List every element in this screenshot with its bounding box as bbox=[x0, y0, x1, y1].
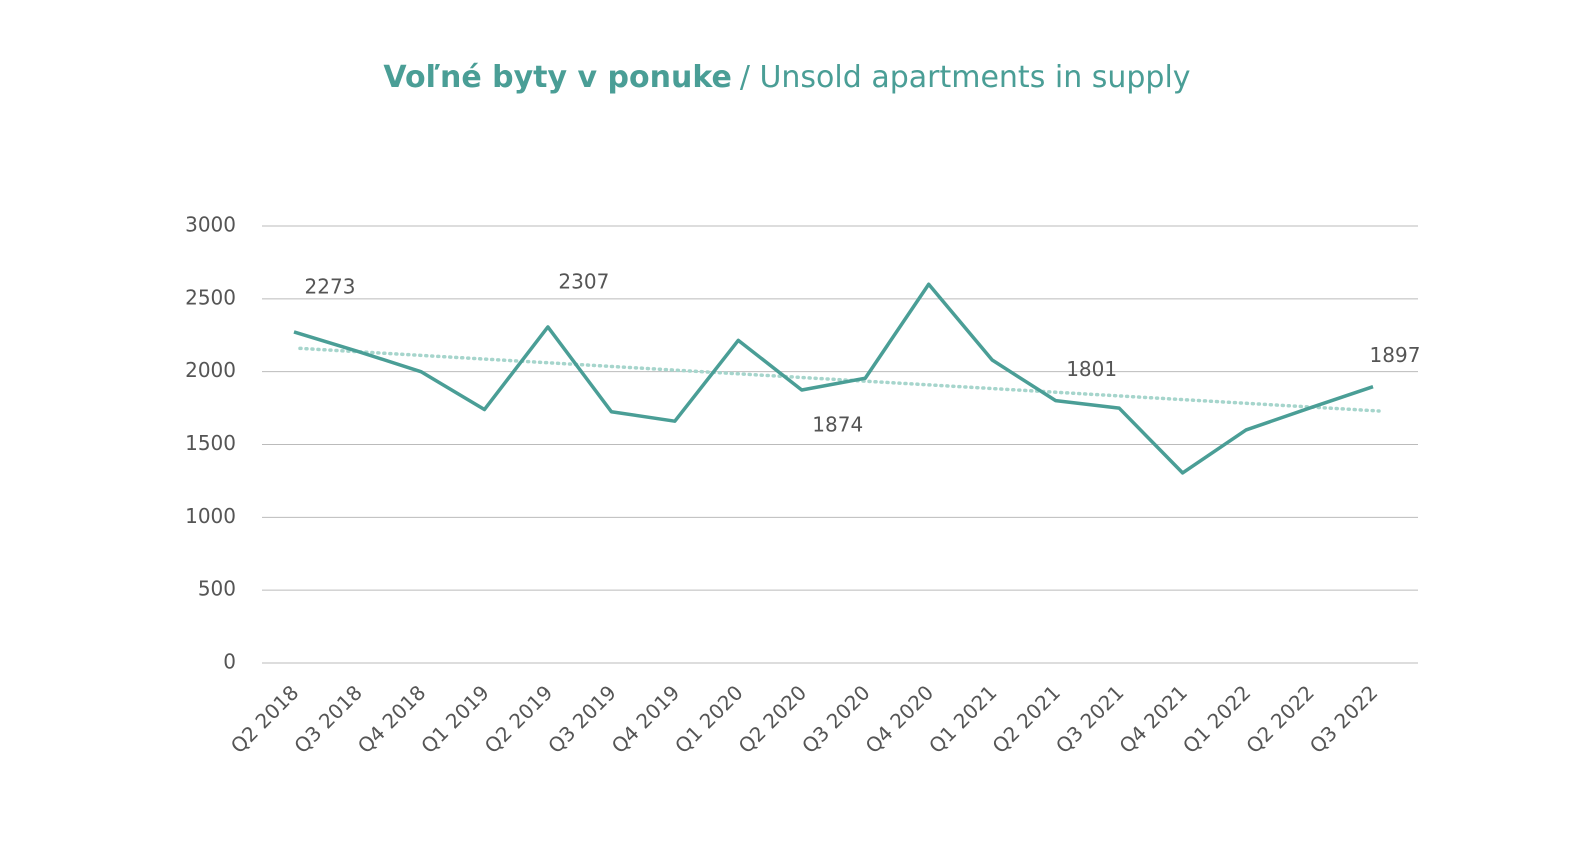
x-tick-label: Q1 2021 bbox=[924, 680, 1002, 758]
x-tick-label: Q4 2020 bbox=[861, 680, 939, 758]
y-tick-label: 500 bbox=[198, 577, 236, 601]
y-tick-label: 0 bbox=[223, 650, 236, 674]
x-tick-label: Q2 2019 bbox=[480, 680, 558, 758]
y-tick-label: 1000 bbox=[185, 504, 236, 528]
x-tick-label: Q2 2018 bbox=[226, 680, 304, 758]
y-tick-label: 1500 bbox=[185, 431, 236, 455]
y-tick-label: 3000 bbox=[185, 213, 236, 237]
x-tick-label: Q1 2019 bbox=[416, 680, 494, 758]
data-label: 1897 bbox=[1370, 343, 1421, 367]
x-tick-label: Q2 2021 bbox=[987, 680, 1065, 758]
x-tick-label: Q3 2022 bbox=[1305, 680, 1383, 758]
data-label: 1801 bbox=[1066, 357, 1117, 381]
x-tick-label: Q3 2021 bbox=[1051, 680, 1129, 758]
data-line bbox=[293, 282, 1374, 475]
data-label: 2273 bbox=[305, 274, 356, 298]
x-tick-label: Q3 2019 bbox=[543, 680, 621, 758]
data-label: 2307 bbox=[558, 269, 609, 293]
title-bold: Voľné byty v ponuke bbox=[383, 60, 731, 95]
chart-title: Voľné byty v ponuke / Unsold apartments i… bbox=[383, 60, 1190, 95]
x-tick-label: Q1 2022 bbox=[1178, 680, 1256, 758]
x-tick-label: Q4 2018 bbox=[353, 680, 431, 758]
y-tick-label: 2500 bbox=[185, 285, 236, 309]
x-tick-label: Q3 2020 bbox=[797, 680, 875, 758]
x-tick-label: Q2 2022 bbox=[1241, 680, 1319, 758]
x-tick-label: Q1 2020 bbox=[670, 680, 748, 758]
x-tick-label: Q3 2018 bbox=[289, 680, 367, 758]
y-tick-label: 2000 bbox=[185, 358, 236, 382]
x-tick-label: Q2 2020 bbox=[734, 680, 812, 758]
x-tick-label: Q4 2021 bbox=[1114, 680, 1192, 758]
trendline bbox=[298, 346, 1381, 413]
data-label: 1874 bbox=[812, 413, 863, 437]
x-tick-label: Q4 2019 bbox=[607, 680, 685, 758]
title-rest: / Unsold apartments in supply bbox=[740, 60, 1191, 95]
